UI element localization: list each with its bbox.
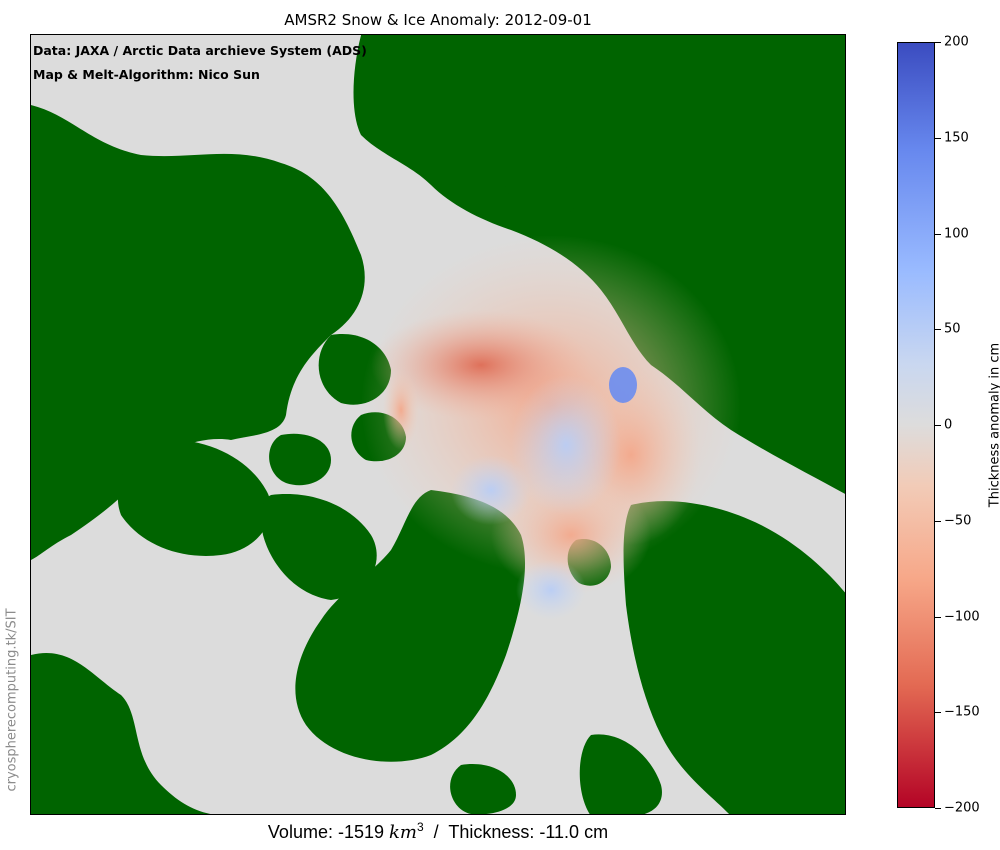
colorbar-tick-label: −100 <box>944 609 980 624</box>
colorbar-label-wrap: Thickness anomaly in cm <box>975 340 1000 510</box>
colorbar-tick-mark <box>935 233 941 235</box>
colorbar-label: Thickness anomaly in cm <box>987 342 1000 508</box>
colorbar-tick-mark <box>935 808 941 809</box>
watermark-text: cryospherecomputing.tk/SIT <box>4 608 20 792</box>
land-scandinavia <box>623 501 845 814</box>
colorbar-tick-mark <box>935 520 941 522</box>
colorbar-tick-label: −50 <box>944 513 972 529</box>
colorbar-tick-mark <box>935 42 941 43</box>
land-baffin <box>261 494 377 600</box>
colorbar-tick-label: 50 <box>944 321 961 337</box>
colorbar-tick-mark <box>935 137 941 139</box>
colorbar <box>897 42 935 808</box>
colorbar-tick-mark <box>935 425 941 426</box>
land-archipelago-3 <box>269 433 331 486</box>
colorbar-tick-label: 150 <box>944 130 969 146</box>
volume-exponent: 3 <box>416 820 424 834</box>
watermark: cryospherecomputing.tk/SIT <box>2 600 22 800</box>
algorithm-credit: Map & Melt-Algorithm: Nico Sun <box>33 67 260 82</box>
land-north-europe <box>579 734 662 814</box>
data-credit: Data: JAXA / Arctic Data archieve System… <box>33 43 367 58</box>
volume-prefix: Volume: -1519 <box>267 822 389 842</box>
land-chukotka <box>500 151 580 220</box>
colorbar-tick-mark <box>935 329 941 331</box>
land-canada-south <box>31 653 211 814</box>
thickness-summary: / Thickness: -11.0 cm <box>423 822 609 842</box>
land-iceland <box>450 764 516 814</box>
colorbar-tick-mark <box>935 616 941 618</box>
land-labrador <box>117 439 271 556</box>
colorbar-tick-label: 100 <box>944 226 969 241</box>
ice-anomaly-field <box>361 235 741 620</box>
sea-north-pacific <box>31 35 361 108</box>
land-greenland <box>295 490 526 762</box>
footer-summary: Volume: -1519 km3 / Thickness: -11.0 cm <box>30 820 846 843</box>
volume-unit: km <box>389 822 417 843</box>
colorbar-tick-mark <box>935 712 941 714</box>
map-title: AMSR2 Snow & Ice Anomaly: 2012-09-01 <box>284 11 592 29</box>
colorbar-tick-label: −200 <box>944 800 980 816</box>
land-north-america <box>31 105 365 560</box>
colorbar-tick-label: −150 <box>944 704 980 720</box>
colorbar-tick-label: 0 <box>944 417 953 433</box>
colorbar-tick-label: 200 <box>944 34 969 50</box>
map-panel[interactable] <box>30 34 846 815</box>
arctic-map <box>31 35 845 814</box>
